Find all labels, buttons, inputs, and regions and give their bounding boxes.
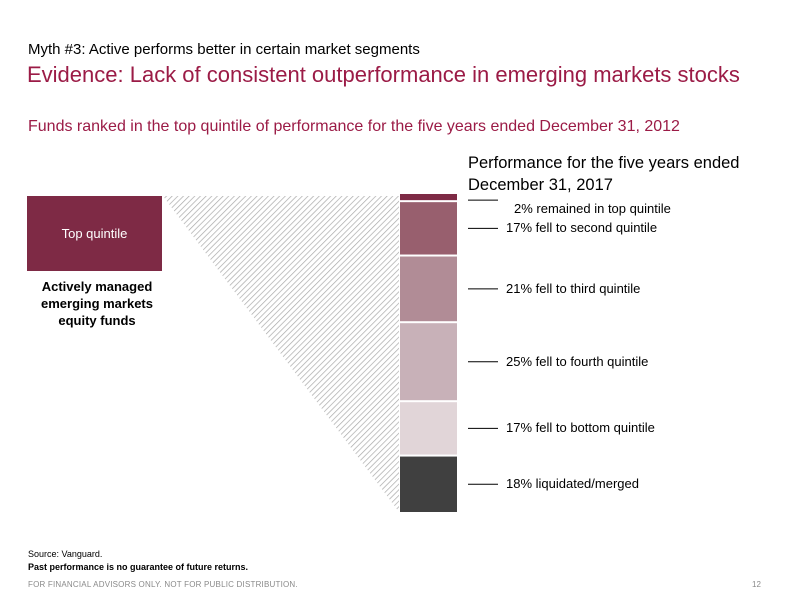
distribution-notice: FOR FINANCIAL ADVISORS ONLY. NOT FOR PUB… [28, 580, 298, 589]
bar-segment [400, 194, 457, 201]
hatched-funnel [163, 196, 399, 512]
stacked-bar [400, 194, 457, 512]
segment-label: 2% remained in top quintile [514, 201, 671, 217]
segment-label: 21% fell to third quintile [506, 280, 641, 296]
chart-title: Performance for the five years ended Dec… [468, 154, 740, 194]
segment-label: 17% fell to second quintile [506, 220, 658, 236]
segment-label: 17% fell to bottom quintile [506, 420, 655, 436]
bar-segment [400, 402, 457, 455]
page-title: Evidence: Lack of consistent outperforma… [27, 62, 740, 87]
bar-segment [400, 323, 457, 401]
chart-subtitle: Funds ranked in the top quintile of perf… [28, 118, 680, 135]
fund-category-label: Actively managed emerging markets equity… [41, 279, 153, 328]
eyebrow-text: Myth #3: Active performs better in certa… [28, 41, 420, 58]
top-quintile-box: Top quintile [27, 196, 162, 271]
segment-label: 25% fell to fourth quintile [506, 353, 649, 369]
segment-label: 18% liquidated/merged [506, 476, 639, 492]
bar-segment [400, 256, 457, 322]
page-number: 12 [752, 580, 761, 589]
bar-segment [400, 202, 457, 255]
bar-segment [400, 456, 457, 512]
performance-disclaimer: Past performance is no guarantee of futu… [28, 562, 249, 572]
source-note: Source: Vanguard. [28, 549, 103, 559]
leader-lines [468, 199, 498, 485]
